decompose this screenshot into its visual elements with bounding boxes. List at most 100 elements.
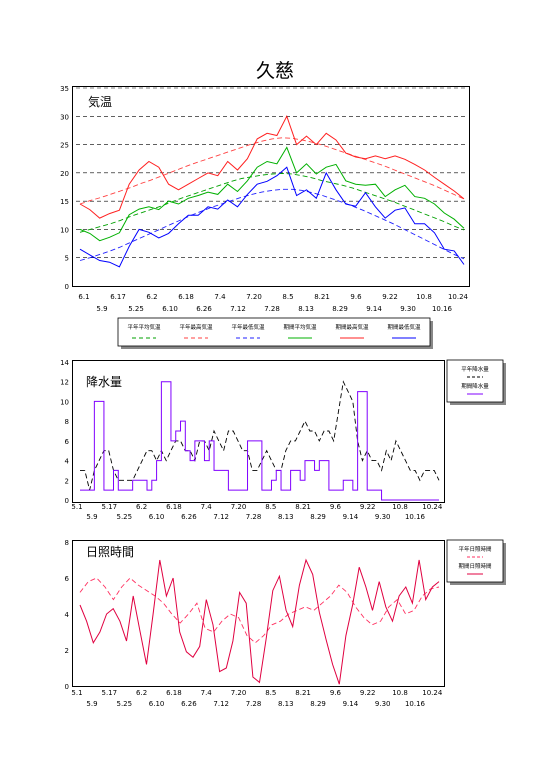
y-tick-label: 4 (65, 458, 70, 466)
x-tick-label: 7.4 (201, 503, 213, 511)
legend-label: 平年最高気温 (179, 323, 213, 331)
x-tick-label: 5.25 (128, 305, 144, 313)
x-tick-label: 8.29 (310, 700, 326, 708)
x-tick-label: 6.10 (149, 700, 165, 708)
series-line (79, 115, 465, 219)
x-tick-label: 10.16 (405, 513, 426, 521)
chart-label: 日照時間 (86, 545, 134, 559)
x-tick-label: 10.16 (432, 305, 453, 313)
y-tick-label: 35 (60, 85, 69, 93)
x-tick-label: 6.26 (181, 700, 197, 708)
x-tick-label: 6.2 (136, 503, 147, 511)
x-tick-label: 9.22 (360, 689, 376, 697)
legend-label: 期間最高気温 (335, 323, 369, 331)
legend-label: 平年降水量 (461, 365, 489, 373)
x-tick-label: 5.17 (102, 689, 118, 697)
x-tick-label: 5.25 (117, 700, 133, 708)
y-tick-label: 8 (65, 418, 69, 426)
legend-label: 平年平均気温 (127, 323, 161, 331)
x-tick-label: 8.5 (265, 503, 276, 511)
x-tick-label: 7.20 (231, 503, 247, 511)
series-line (80, 380, 440, 491)
legend-label: 期間平均気温 (283, 323, 317, 331)
temperature-chart-frame (72, 86, 470, 287)
series-line (79, 146, 465, 242)
x-tick-label: 9.14 (366, 305, 382, 313)
x-tick-label: 9.30 (400, 305, 416, 313)
x-tick-label: 8.29 (310, 513, 326, 521)
y-tick-label: 25 (60, 142, 69, 150)
x-tick-label: 8.21 (295, 689, 311, 697)
legend-box (117, 317, 431, 347)
x-tick-label: 6.10 (149, 513, 165, 521)
x-tick-label: 8.13 (278, 700, 294, 708)
x-tick-label: 8.21 (295, 503, 311, 511)
legend-label: 期間降水量 (461, 382, 489, 390)
page-title: 久慈 (255, 60, 294, 82)
x-tick-label: 8.13 (278, 513, 294, 521)
x-tick-label: 9.14 (343, 700, 359, 708)
legend-label: 期間日照時間 (458, 562, 492, 570)
x-tick-label: 10.24 (448, 293, 469, 301)
x-tick-label: 8.13 (298, 305, 314, 313)
x-tick-label: 7.12 (213, 513, 229, 521)
x-tick-label: 10.8 (392, 503, 408, 511)
x-tick-label: 6.10 (162, 305, 178, 313)
x-tick-label: 6.17 (110, 293, 126, 301)
y-tick-label: 20 (60, 170, 69, 178)
y-tick-label: 12 (60, 379, 69, 387)
x-tick-label: 7.28 (246, 700, 262, 708)
y-tick-label: 0 (65, 283, 69, 291)
series-line (79, 558, 440, 685)
y-tick-label: 10 (60, 398, 69, 406)
series-line (79, 188, 465, 261)
y-tick-label: 2 (65, 477, 69, 485)
x-tick-label: 10.8 (416, 293, 432, 301)
series-line (79, 172, 465, 233)
x-tick-label: 6.2 (146, 293, 157, 301)
x-tick-label: 7.28 (246, 513, 262, 521)
y-tick-label: 6 (65, 438, 70, 446)
y-tick-label: 5 (65, 255, 69, 263)
x-tick-label: 9.6 (330, 689, 342, 697)
x-tick-label: 9.22 (360, 503, 376, 511)
x-tick-label: 5.1 (71, 503, 82, 511)
legend-label: 平年日照時間 (458, 545, 492, 553)
x-tick-label: 7.12 (213, 700, 229, 708)
x-tick-label: 5.9 (86, 700, 97, 708)
y-tick-label: 30 (60, 113, 69, 121)
x-tick-label: 5.25 (117, 513, 133, 521)
x-tick-label: 10.8 (392, 689, 408, 697)
x-tick-label: 7.28 (264, 305, 280, 313)
y-tick-label: 4 (65, 611, 70, 619)
x-tick-label: 6.18 (178, 293, 194, 301)
x-tick-label: 7.20 (231, 689, 247, 697)
x-tick-label: 9.30 (375, 513, 391, 521)
x-tick-label: 9.6 (330, 503, 342, 511)
x-tick-label: 6.18 (166, 503, 182, 511)
x-tick-label: 7.4 (201, 689, 213, 697)
legend-box (446, 539, 504, 583)
series-line (79, 577, 440, 644)
x-tick-label: 8.5 (265, 689, 276, 697)
legend-label: 期間最低気温 (387, 323, 421, 331)
x-tick-label: 8.5 (282, 293, 293, 301)
precipitation-chart-frame (72, 360, 445, 503)
x-tick-label: 5.1 (71, 689, 82, 697)
x-tick-label: 5.9 (96, 305, 107, 313)
y-tick-label: 15 (60, 198, 69, 206)
x-tick-label: 7.4 (214, 293, 226, 301)
legend-box (446, 359, 504, 403)
y-tick-label: 8 (65, 539, 69, 547)
x-tick-label: 6.18 (166, 689, 182, 697)
y-tick-label: 2 (65, 647, 69, 655)
x-tick-label: 6.26 (181, 513, 197, 521)
x-tick-label: 9.30 (375, 700, 391, 708)
chart-label: 降水量 (86, 375, 122, 389)
x-tick-label: 7.12 (230, 305, 246, 313)
x-tick-label: 10.24 (422, 503, 443, 511)
series-line (79, 137, 465, 205)
y-tick-label: 10 (60, 226, 69, 234)
x-tick-label: 9.22 (382, 293, 398, 301)
